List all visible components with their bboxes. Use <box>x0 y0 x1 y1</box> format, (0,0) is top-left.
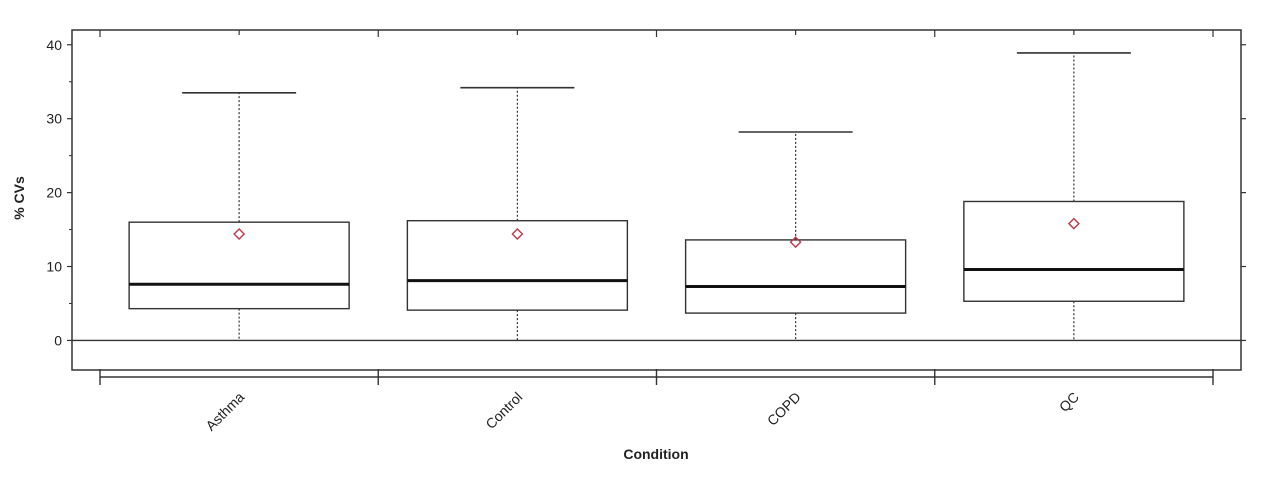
x-tick-label: Asthma <box>202 389 247 434</box>
y-tick-label: 10 <box>46 259 62 275</box>
x-tick-label: Control <box>482 389 525 432</box>
y-tick-label: 0 <box>54 332 62 348</box>
box-control <box>406 219 629 311</box>
y-tick-label: 40 <box>46 37 62 53</box>
mean-marker <box>1067 217 1080 230</box>
y-tick-label: 20 <box>46 185 62 201</box>
plot-frame <box>71 29 1242 371</box>
y-axis-label: % CVs <box>11 176 27 220</box>
box-asthma <box>128 221 350 310</box>
y-tick-label: 30 <box>46 111 62 127</box>
box-copd <box>684 239 907 314</box>
x-tick-label: COPD <box>764 389 804 429</box>
mean-marker <box>511 228 524 240</box>
x-axis-label: Condition <box>623 446 688 462</box>
mean-marker <box>233 228 246 240</box>
box-qc <box>963 200 1185 302</box>
x-tick-label: QC <box>1056 389 1082 415</box>
mean-marker <box>789 236 802 249</box>
